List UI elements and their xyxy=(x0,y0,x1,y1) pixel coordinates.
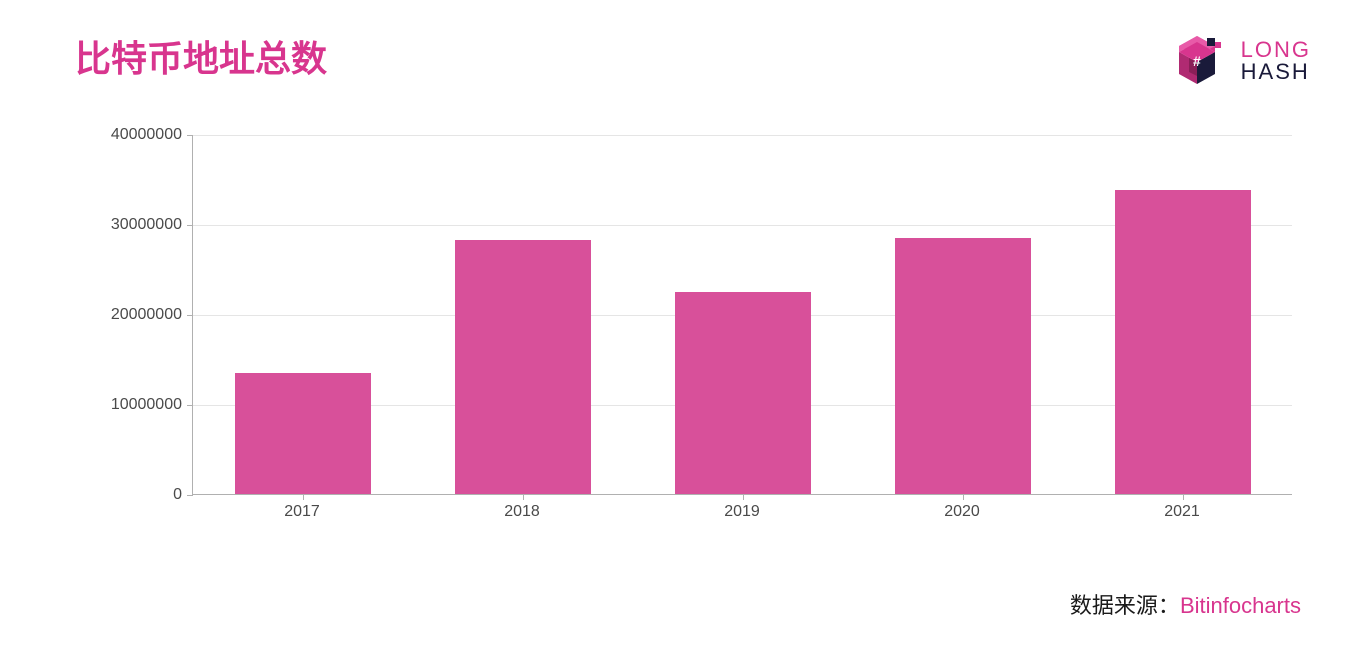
svg-text:#: # xyxy=(1193,53,1201,69)
x-tick-label: 2019 xyxy=(724,503,760,521)
gridline xyxy=(193,135,1292,136)
x-tick-mark xyxy=(1183,494,1184,500)
y-tick-label: 0 xyxy=(173,486,182,504)
y-tick-label: 40000000 xyxy=(111,126,182,144)
y-tick-mark xyxy=(187,315,193,316)
plot-area xyxy=(192,135,1292,495)
data-source: 数据来源：Bitinfocharts xyxy=(1070,588,1301,620)
x-tick-label: 2017 xyxy=(284,503,320,521)
x-tick-mark xyxy=(743,494,744,500)
bar xyxy=(455,240,591,494)
logo-text-bottom: HASH xyxy=(1241,61,1311,83)
x-tick-label: 2018 xyxy=(504,503,540,521)
bar-chart: 010000000200000003000000040000000 201720… xyxy=(92,135,1302,555)
bar xyxy=(895,238,1031,494)
bar xyxy=(675,292,811,495)
y-tick-mark xyxy=(187,225,193,226)
chart-title: 比特币地址总数 xyxy=(75,30,327,82)
y-axis: 010000000200000003000000040000000 xyxy=(92,135,182,495)
x-tick-label: 2020 xyxy=(944,503,980,521)
y-tick-label: 20000000 xyxy=(111,306,182,324)
source-link[interactable]: Bitinfocharts xyxy=(1180,593,1301,618)
source-label: 数据来源： xyxy=(1070,593,1180,618)
y-tick-mark xyxy=(187,135,193,136)
x-tick-mark xyxy=(303,494,304,500)
x-axis: 2017 2018 2019 2020 2021 xyxy=(192,503,1292,533)
y-tick-label: 30000000 xyxy=(111,216,182,234)
x-tick-label: 2021 xyxy=(1164,503,1200,521)
y-tick-mark xyxy=(187,405,193,406)
logo-text-top: LONG xyxy=(1241,39,1311,61)
x-tick-mark xyxy=(963,494,964,500)
longhash-logo-icon: # xyxy=(1169,30,1231,92)
logo: # LONG HASH xyxy=(1169,30,1311,92)
y-tick-mark xyxy=(187,495,193,496)
y-tick-label: 10000000 xyxy=(111,396,182,414)
bar xyxy=(235,373,371,495)
x-tick-mark xyxy=(523,494,524,500)
logo-text: LONG HASH xyxy=(1241,39,1311,83)
bar xyxy=(1115,190,1251,494)
header: 比特币地址总数 # LONG HASH xyxy=(0,0,1366,92)
